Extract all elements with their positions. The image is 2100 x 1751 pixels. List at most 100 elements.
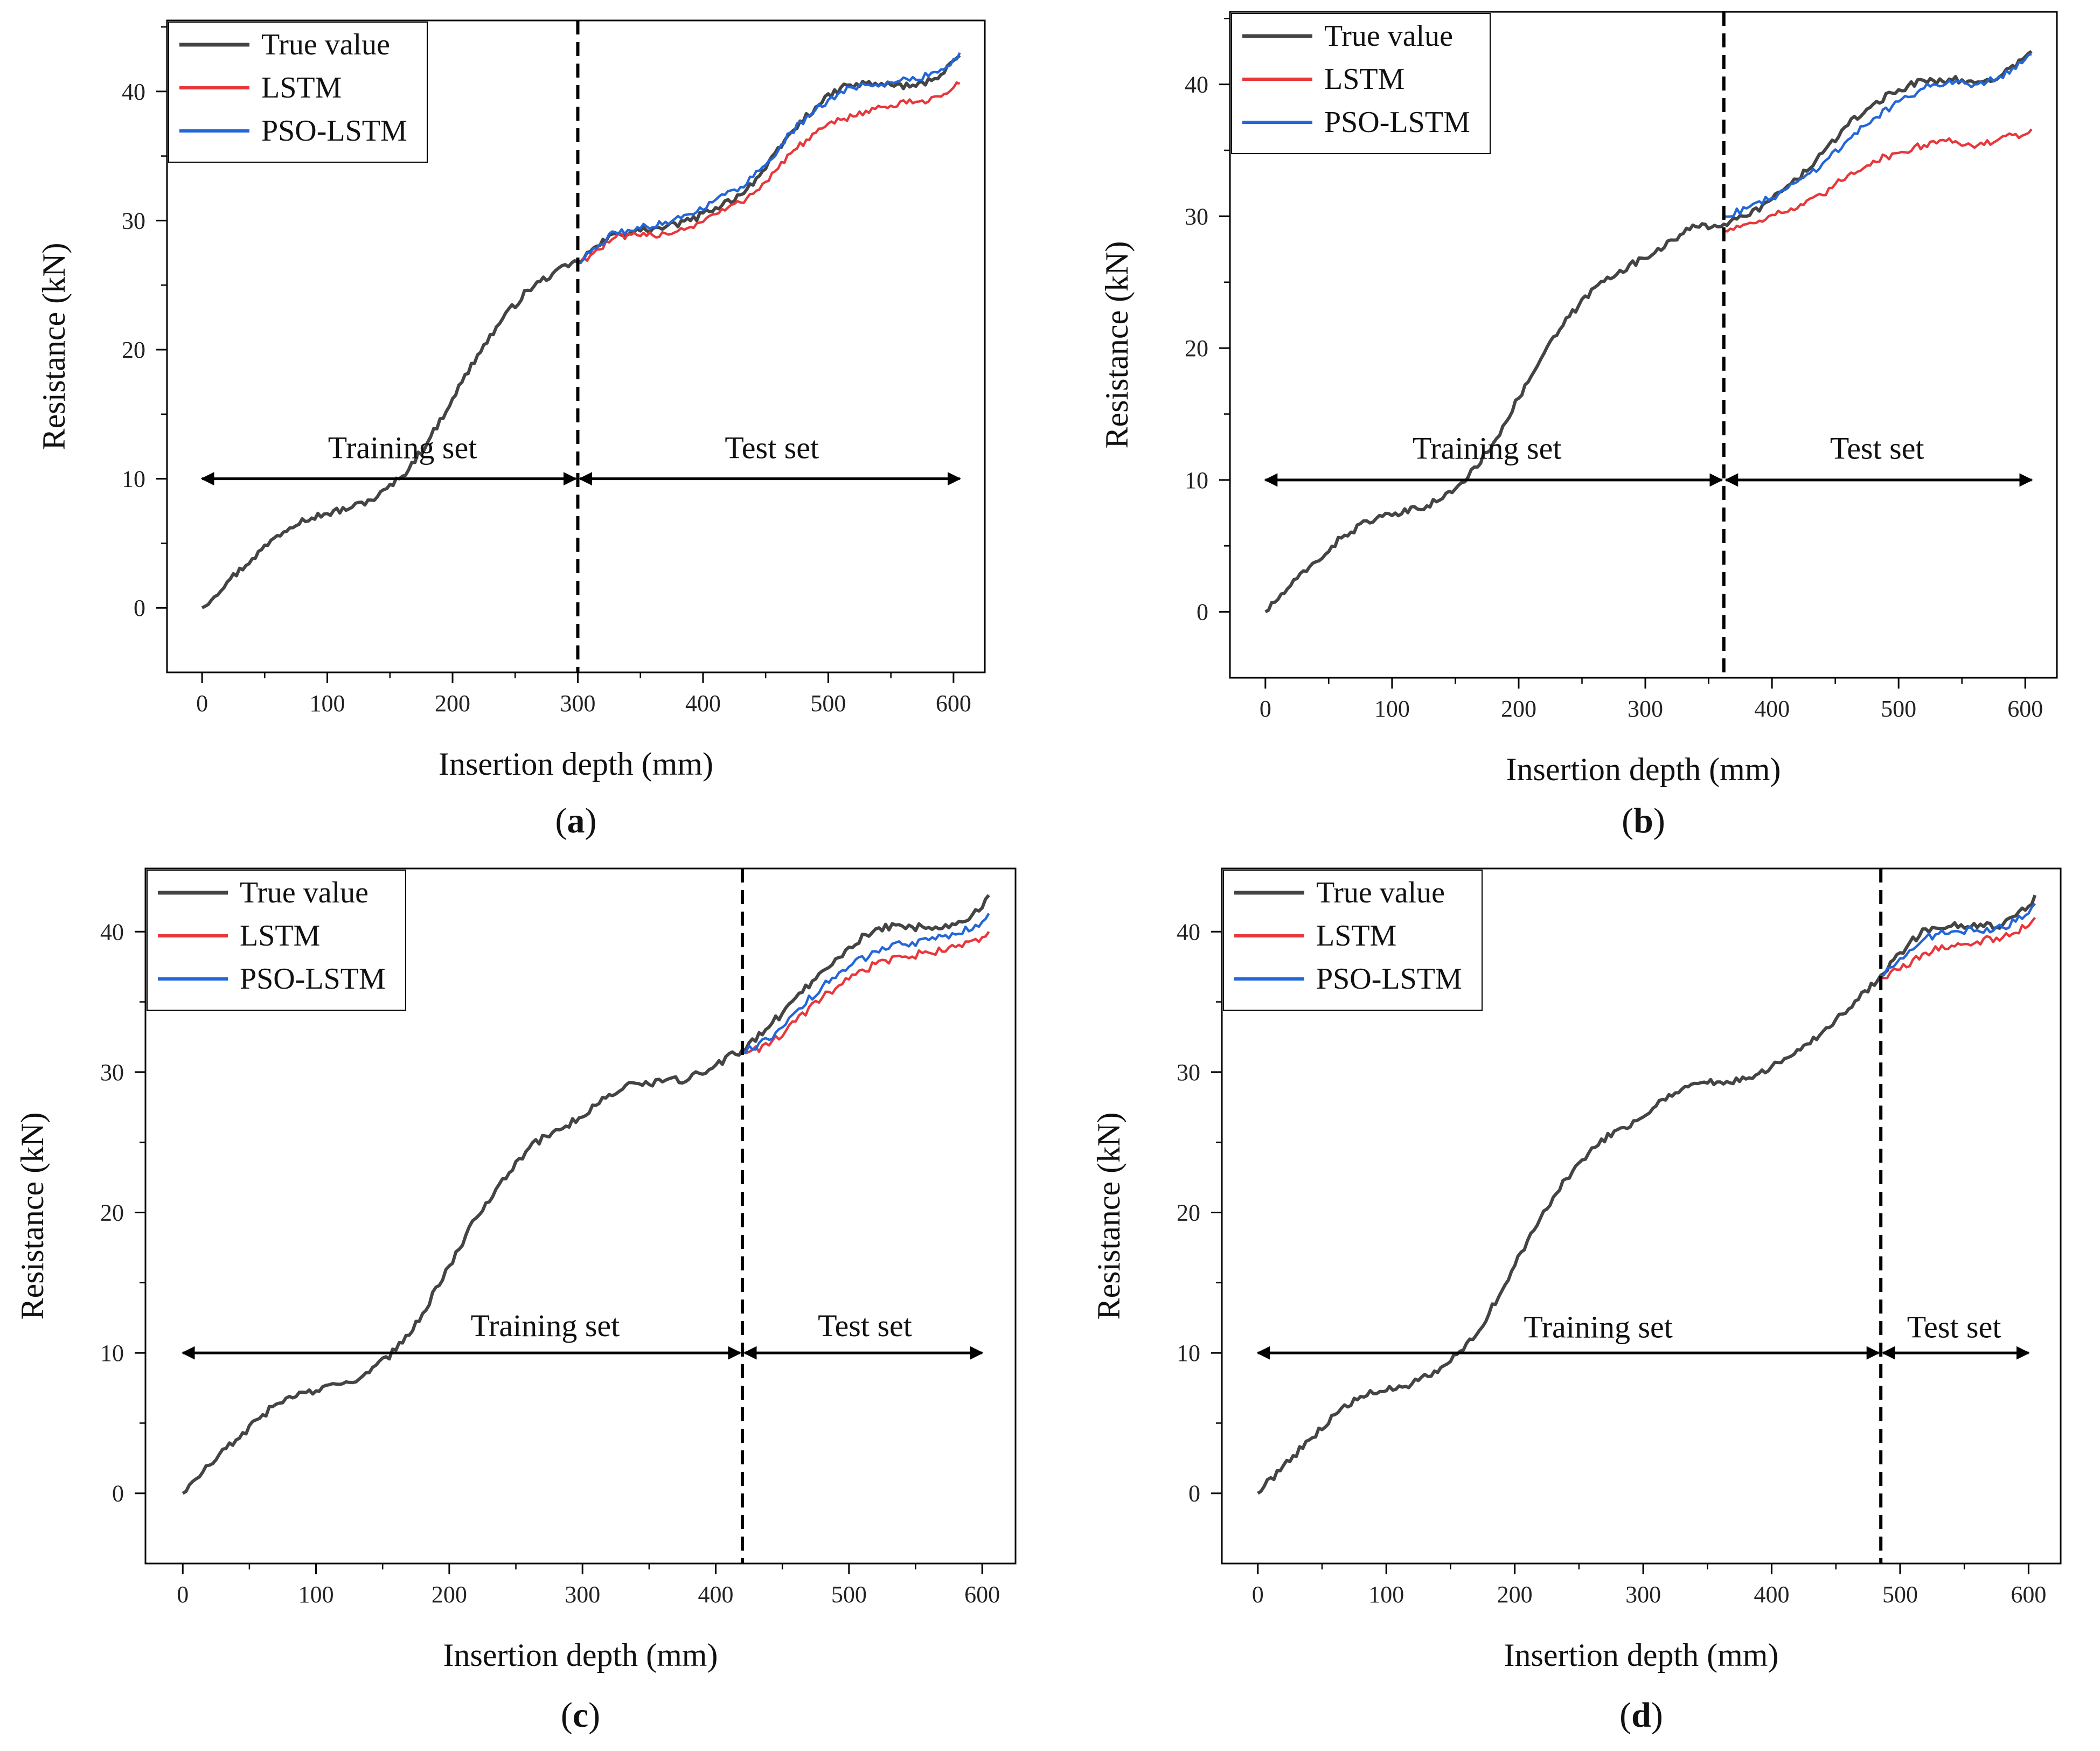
y-tick-label: 10 — [100, 1340, 124, 1366]
y-tick-label: 30 — [122, 207, 145, 234]
series-line-true-value — [1264, 50, 2033, 614]
legend-label: LSTM — [261, 71, 342, 105]
x-tick-label: 600 — [964, 1581, 1000, 1608]
y-tick-label: 40 — [100, 919, 124, 945]
legend-label: LSTM — [1324, 62, 1404, 96]
y-tick-label: 0 — [112, 1481, 124, 1507]
series-group — [1264, 50, 2033, 614]
y-tick-label: 20 — [100, 1199, 124, 1226]
y-tick-label: 10 — [122, 466, 145, 492]
legend-label: True value — [240, 876, 368, 909]
x-tick-label: 0 — [177, 1581, 189, 1608]
series-line-lstm — [578, 81, 961, 265]
test-set-label: Test set — [1830, 431, 1924, 466]
legend: True value LSTM PSO-LSTM — [1231, 13, 1491, 154]
plot-frame — [144, 867, 1017, 1565]
x-tick-label: 300 — [565, 1581, 600, 1608]
x-axis-title: Insertion depth (mm) — [443, 1637, 718, 1673]
chart-panel-b: 0 100 200 300 400 500 600 0 10 20 30 40 Insertion de… — [1099, 11, 2058, 840]
y-tick-label: 0 — [134, 595, 145, 621]
y-tick-label: 30 — [1185, 203, 1208, 230]
y-tick-label: 20 — [1177, 1199, 1200, 1226]
x-axis-title: Insertion depth (mm) — [1504, 1637, 1779, 1673]
test-set-label: Test set — [1907, 1309, 2001, 1344]
x-tick-label: 500 — [831, 1581, 867, 1608]
x-tick-label: 100 — [1374, 696, 1410, 722]
plot-frame — [166, 19, 986, 673]
chart-panel-d: 0 100 200 300 400 500 600 0 10 20 30 40 Insertion de… — [1091, 867, 2062, 1735]
legend: True value LSTM PSO-LSTM — [168, 22, 428, 163]
series-line-pso-lstm — [1723, 53, 2032, 218]
plot-frame — [1221, 867, 2062, 1565]
x-tick-label: 600 — [936, 690, 971, 717]
x-tick-label: 400 — [685, 690, 721, 717]
x-tick-label: 200 — [1497, 1581, 1533, 1608]
legend-label: PSO-LSTM — [261, 114, 407, 148]
x-axis-title: Insertion depth (mm) — [439, 746, 713, 782]
y-axis-title: Resistance (kN) — [1099, 241, 1135, 449]
x-tick-label: 300 — [1628, 696, 1663, 722]
training-set-label: Training set — [328, 430, 477, 465]
y-axis-title: Resistance (kN) — [1091, 1113, 1127, 1320]
x-tick-label: 0 — [196, 690, 208, 717]
y-axis-title: Resistance (kN) — [36, 243, 72, 450]
test-set-label: Test set — [818, 1308, 912, 1343]
panel-label: (c) — [561, 1696, 600, 1735]
panel-label: (a) — [555, 801, 597, 840]
series-line-pso-lstm — [577, 52, 961, 265]
x-tick-label: 400 — [1754, 696, 1790, 722]
x-tick-label: 0 — [1260, 696, 1271, 722]
series-group — [201, 52, 961, 609]
y-tick-label: 40 — [122, 79, 145, 105]
legend-label: LSTM — [240, 919, 320, 953]
y-axis-title: Resistance (kN) — [15, 1113, 50, 1320]
training-set-label: Training set — [1413, 431, 1562, 466]
y-tick-label: 30 — [1177, 1059, 1200, 1086]
legend-label: True value — [1324, 19, 1453, 53]
y-tick-label: 40 — [1185, 72, 1208, 98]
legend-label: PSO-LSTM — [1324, 106, 1470, 139]
legend: True value LSTM PSO-LSTM — [1223, 870, 1483, 1011]
x-tick-label: 400 — [1754, 1581, 1790, 1608]
x-tick-label: 200 — [432, 1581, 467, 1608]
series-line-true-value — [1257, 894, 2037, 1495]
x-tick-label: 100 — [298, 1581, 334, 1608]
x-axis-title: Insertion depth (mm) — [1506, 752, 1781, 787]
series-group — [1257, 894, 2037, 1495]
x-tick-label: 200 — [435, 690, 470, 717]
y-tick-label: 10 — [1177, 1340, 1200, 1366]
x-tick-label: 100 — [310, 690, 345, 717]
y-tick-label: 10 — [1185, 467, 1208, 494]
x-tick-label: 400 — [698, 1581, 734, 1608]
series-line-lstm — [742, 931, 990, 1054]
series-line-lstm — [1881, 916, 2036, 979]
x-tick-label: 300 — [560, 690, 595, 717]
chart-panel-a: 0 100 200 300 400 500 600 0 10 20 30 40 Insertion de… — [36, 19, 986, 840]
x-tick-label: 600 — [2011, 1581, 2046, 1608]
x-tick-label: 600 — [2007, 696, 2043, 722]
x-tick-label: 500 — [810, 690, 846, 717]
x-tick-label: 200 — [1501, 696, 1536, 722]
legend-label: LSTM — [1316, 919, 1396, 953]
x-tick-label: 100 — [1368, 1581, 1404, 1608]
y-tick-label: 30 — [100, 1059, 124, 1086]
series-line-lstm — [1723, 128, 2033, 233]
series-line-pso-lstm — [742, 913, 990, 1054]
x-tick-label: 0 — [1252, 1581, 1264, 1608]
y-tick-label: 0 — [1188, 1481, 1200, 1507]
panel-label: (b) — [1622, 801, 1665, 840]
training-set-label: Training set — [471, 1308, 620, 1343]
x-tick-label: 300 — [1625, 1581, 1661, 1608]
chart-panel-c: 0 100 200 300 400 500 600 0 10 20 30 40 Insertion de… — [15, 867, 1017, 1735]
legend-label: PSO-LSTM — [240, 962, 386, 996]
x-tick-label: 500 — [1881, 696, 1916, 722]
y-tick-label: 20 — [122, 337, 145, 363]
series-line-true-value — [182, 894, 990, 1495]
series-line-pso-lstm — [1880, 902, 2036, 978]
test-set-label: Test set — [725, 430, 819, 465]
y-tick-label: 0 — [1197, 599, 1208, 626]
plot-frame — [1229, 11, 2058, 679]
panel-label: (d) — [1619, 1696, 1663, 1735]
legend: True value LSTM PSO-LSTM — [147, 870, 406, 1011]
